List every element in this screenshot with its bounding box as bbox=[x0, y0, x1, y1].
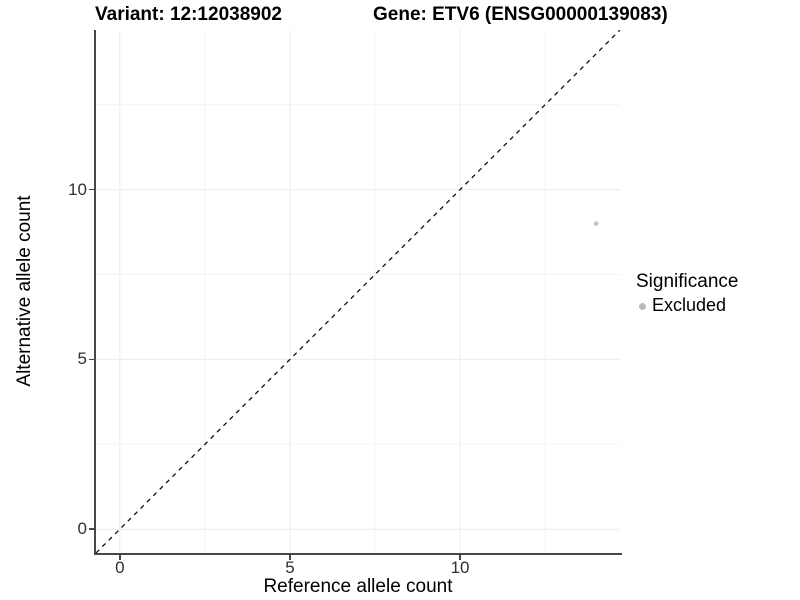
x-tick-mark bbox=[289, 555, 291, 560]
y-tick-label: 0 bbox=[77, 519, 87, 539]
legend-item-label: Excluded bbox=[652, 295, 727, 315]
x-tick-mark bbox=[459, 555, 461, 560]
y-tick-label: 10 bbox=[68, 179, 87, 199]
excluded-dot-icon bbox=[639, 302, 646, 310]
gene-title: Gene: ETV6 (ENSG00000139083) bbox=[373, 4, 668, 25]
identity-line bbox=[96, 30, 620, 553]
x-axis-line bbox=[94, 553, 622, 555]
y-axis-title: Alternative allele count bbox=[14, 195, 35, 387]
variant-title: Variant: 12:12038902 bbox=[95, 4, 282, 25]
y-tick-mark bbox=[89, 188, 94, 191]
x-tick-label: 10 bbox=[450, 558, 470, 577]
plot-panel bbox=[96, 30, 620, 553]
y-tick-mark bbox=[89, 358, 94, 361]
x-tick-label: 0 bbox=[115, 558, 125, 577]
legend-title: Significance bbox=[636, 271, 739, 292]
legend-item-excluded: Excluded bbox=[636, 295, 738, 316]
plot-canvas bbox=[96, 30, 620, 553]
x-axis-title: Reference allele count bbox=[263, 576, 453, 597]
legend-key bbox=[636, 299, 650, 313]
y-tick-label: 5 bbox=[77, 349, 87, 369]
y-tick-mark bbox=[89, 528, 94, 531]
data-point bbox=[593, 221, 599, 226]
legend: Significance Excluded bbox=[636, 271, 738, 316]
x-tick-mark bbox=[119, 555, 121, 560]
y-axis-line bbox=[94, 30, 96, 555]
x-tick-label: 5 bbox=[285, 558, 295, 577]
